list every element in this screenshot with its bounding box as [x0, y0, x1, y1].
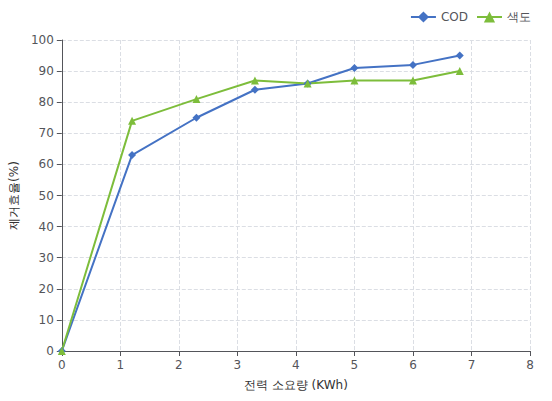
svg-text:50: 50 [39, 189, 54, 203]
svg-text:0: 0 [58, 358, 66, 372]
svg-text:30: 30 [39, 251, 54, 265]
svg-text:COD: COD [441, 10, 468, 24]
svg-text:4: 4 [292, 358, 300, 372]
svg-text:10: 10 [39, 313, 54, 327]
svg-text:전력 소요량 (KWh): 전력 소요량 (KWh) [244, 378, 348, 392]
svg-text:40: 40 [39, 220, 54, 234]
svg-text:제거효율(%): 제거효율(%) [7, 161, 21, 230]
svg-text:5: 5 [351, 358, 359, 372]
svg-text:8: 8 [526, 358, 534, 372]
svg-text:60: 60 [39, 157, 54, 171]
svg-text:색도: 색도 [507, 10, 531, 24]
svg-text:70: 70 [39, 126, 54, 140]
svg-text:3: 3 [234, 358, 242, 372]
svg-text:7: 7 [468, 358, 476, 372]
svg-text:90: 90 [39, 64, 54, 78]
svg-text:1: 1 [117, 358, 125, 372]
svg-text:20: 20 [39, 282, 54, 296]
svg-text:2: 2 [175, 358, 183, 372]
svg-text:6: 6 [409, 358, 417, 372]
svg-text:80: 80 [39, 95, 54, 109]
svg-text:0: 0 [46, 344, 54, 358]
svg-text:100: 100 [31, 33, 54, 47]
